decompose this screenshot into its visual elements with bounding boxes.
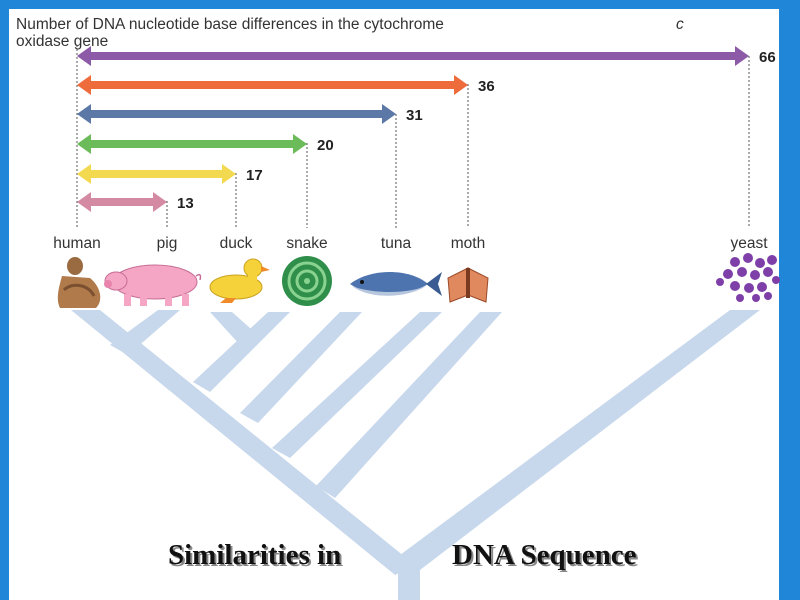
- yeast-illustration: [716, 253, 780, 302]
- duck-illustration: [209, 258, 270, 303]
- caption-part1: Similarities in: [168, 539, 341, 571]
- snake-illustration: [282, 256, 332, 306]
- tree-branch-yeast: [400, 310, 760, 570]
- tree-branch-tuna: [272, 312, 442, 458]
- difference-label-pig: 13: [177, 195, 194, 212]
- label-snake: snake: [286, 235, 327, 252]
- white-panel: [9, 9, 779, 600]
- difference-arrows: 13 17 20 31 36 66: [77, 46, 776, 212]
- label-yeast: yeast: [730, 235, 768, 252]
- arrow-pig: [77, 192, 167, 212]
- arrow-yeast: [77, 46, 749, 66]
- arrow-snake: [77, 134, 307, 154]
- caption-shadow-part1: Similarities in: [170, 541, 343, 573]
- tree-branch-moth: [316, 312, 502, 498]
- slide-caption: Similarities in DNA Sequence Similaritie…: [168, 539, 639, 573]
- difference-label-snake: 20: [317, 137, 334, 154]
- label-moth: moth: [451, 235, 485, 252]
- tuna-illustration: [350, 272, 442, 296]
- arrow-tuna: [77, 104, 396, 124]
- arrow-duck: [77, 164, 236, 184]
- human-illustration: [57, 257, 101, 308]
- label-pig: pig: [157, 235, 178, 252]
- phylogenetic-tree: [71, 310, 760, 600]
- tree-trunk: [398, 555, 420, 600]
- title-line-1: Number of DNA nucleotide base difference…: [16, 16, 444, 33]
- label-duck: duck: [220, 235, 253, 252]
- difference-label-yeast: 66: [759, 49, 776, 66]
- tree-branch-human: [71, 310, 415, 575]
- label-tuna: tuna: [381, 235, 412, 252]
- caption-shadow-part2: DNA Sequence: [454, 541, 639, 573]
- label-human: human: [53, 235, 100, 252]
- difference-label-duck: 17: [246, 167, 263, 184]
- organism-labels: human pig duck snake tuna moth yeast: [53, 235, 768, 252]
- caption-part2: DNA Sequence: [452, 539, 637, 571]
- title-line-2: oxidase gene: [16, 33, 108, 50]
- arrow-moth: [77, 75, 468, 95]
- difference-label-tuna: 31: [406, 107, 423, 124]
- tree-branch-snake: [240, 312, 362, 423]
- title-italic-c: c: [676, 16, 684, 33]
- moth-illustration: [447, 267, 489, 303]
- difference-label-moth: 36: [478, 78, 495, 95]
- tree-branch-pig: [110, 310, 180, 355]
- tree-branch-duck-join: [193, 312, 290, 392]
- pig-illustration: [104, 264, 202, 306]
- dashed-guides: [76, 45, 750, 228]
